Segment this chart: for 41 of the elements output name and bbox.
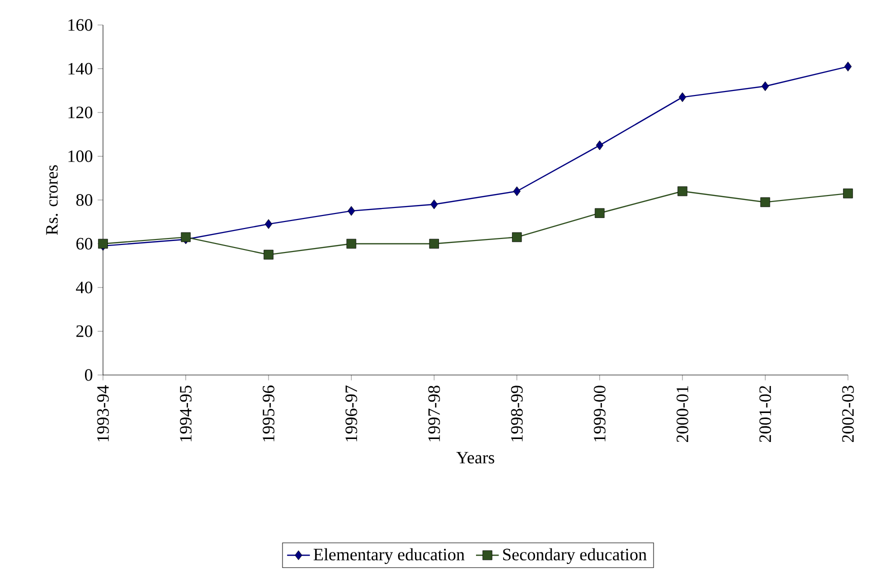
y-tick-label: 140 xyxy=(68,62,92,75)
point xyxy=(429,238,439,249)
x-tick-label: 1997-98 xyxy=(428,386,440,442)
y-tick-label: 100 xyxy=(68,150,92,162)
point xyxy=(264,219,272,229)
y-tick-label: 160 xyxy=(68,19,92,31)
x-tick-label: 2002-03 xyxy=(842,386,854,442)
x-tick-label: 1993-94 xyxy=(97,385,109,442)
x-tick-label: 2000-01 xyxy=(676,386,688,442)
y-tick-label: 80 xyxy=(76,194,92,206)
point xyxy=(762,81,769,92)
point xyxy=(430,199,438,210)
y-tick-label: 0 xyxy=(84,369,92,381)
y-tick-label: 20 xyxy=(76,325,92,338)
point xyxy=(346,238,356,249)
point xyxy=(513,186,521,196)
point xyxy=(844,62,852,72)
y-tick-label: 60 xyxy=(76,238,92,250)
point xyxy=(596,140,604,150)
point xyxy=(843,188,853,198)
x-tick-label: 1999-00 xyxy=(594,386,606,442)
x-tick-label: 2001-02 xyxy=(759,386,772,442)
x-tick-label: 1998-99 xyxy=(511,386,523,442)
point xyxy=(678,92,686,102)
point xyxy=(348,206,356,216)
point xyxy=(180,232,191,242)
y-tick-label: 120 xyxy=(68,106,92,118)
x-tick-label: 1996-97 xyxy=(346,386,358,442)
point xyxy=(264,250,274,260)
point xyxy=(760,197,770,208)
x-tick-label: 1994-95 xyxy=(180,386,192,442)
legend-label: Elementary education xyxy=(314,548,465,564)
point xyxy=(512,232,522,242)
point xyxy=(594,208,605,218)
y-axis-title: Rs. crores xyxy=(46,165,58,235)
x-tick-label: 1995-96 xyxy=(262,386,274,442)
point xyxy=(678,186,688,196)
x-axis-title: Years xyxy=(456,452,494,464)
legend-label: Secondary education xyxy=(503,548,647,564)
point xyxy=(98,238,108,249)
y-tick-label: 40 xyxy=(76,282,92,294)
